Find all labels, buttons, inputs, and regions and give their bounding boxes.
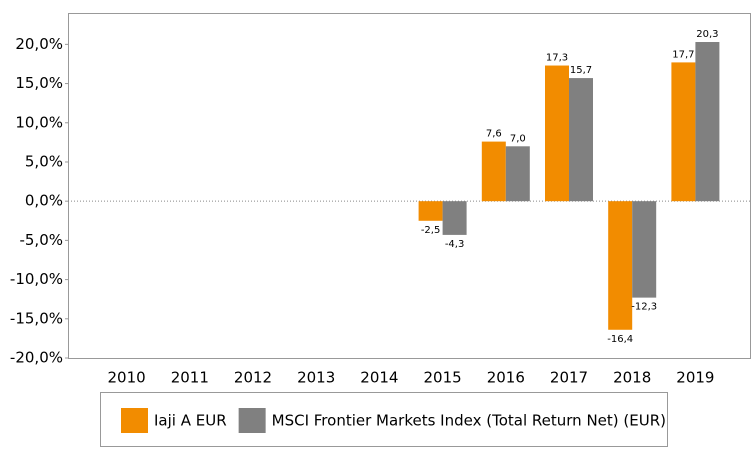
bar [695, 42, 720, 202]
bar [505, 146, 530, 202]
legend-swatch [238, 408, 266, 433]
y-tick-label: 5,0% [25, 152, 63, 170]
x-tick-label: 2012 [234, 369, 272, 387]
data-label: 7,0 [510, 133, 526, 144]
bar [481, 141, 506, 202]
x-tick-label: 2011 [171, 369, 209, 387]
x-tick-label: 2018 [613, 369, 651, 387]
bar [418, 201, 443, 221]
legend-label: MSCI Frontier Markets Index (Total Retur… [272, 412, 666, 430]
bar [545, 65, 569, 202]
bar [442, 201, 467, 235]
y-tick-label: 15,0% [15, 74, 63, 92]
data-label: 7,6 [486, 129, 502, 140]
y-tick-label: -20,0% [10, 349, 63, 367]
bar [608, 201, 633, 330]
data-label: -12,3 [631, 302, 657, 313]
data-label: -16,4 [607, 334, 633, 345]
data-label: -2,5 [421, 225, 441, 236]
bar [569, 78, 593, 202]
x-tick-label: 2010 [108, 369, 146, 387]
legend-box [100, 392, 668, 447]
y-tick-label: 0,0% [25, 192, 63, 210]
y-tick-label: -15,0% [10, 309, 63, 327]
x-tick-label: 2015 [424, 369, 462, 387]
x-tick-label: 2019 [676, 369, 714, 387]
x-tick-label: 2016 [487, 369, 525, 387]
bar [632, 201, 657, 298]
x-tick-label: 2013 [297, 369, 335, 387]
data-label: 20,3 [696, 29, 718, 40]
data-label: 17,3 [546, 53, 568, 64]
x-tick-label: 2014 [360, 369, 398, 387]
y-tick-label: -10,0% [10, 270, 63, 288]
data-label: 15,7 [570, 65, 592, 76]
legend-swatch [121, 408, 148, 433]
legend-label: Iaji A EUR [154, 412, 227, 430]
y-tick-label: -5,0% [19, 231, 63, 249]
y-tick-label: 10,0% [15, 113, 63, 131]
x-tick-label: 2017 [550, 369, 588, 387]
bar [671, 62, 696, 202]
data-label: 17,7 [672, 49, 694, 60]
data-label: -4,3 [445, 239, 465, 250]
y-tick-label: 20,0% [15, 35, 63, 53]
